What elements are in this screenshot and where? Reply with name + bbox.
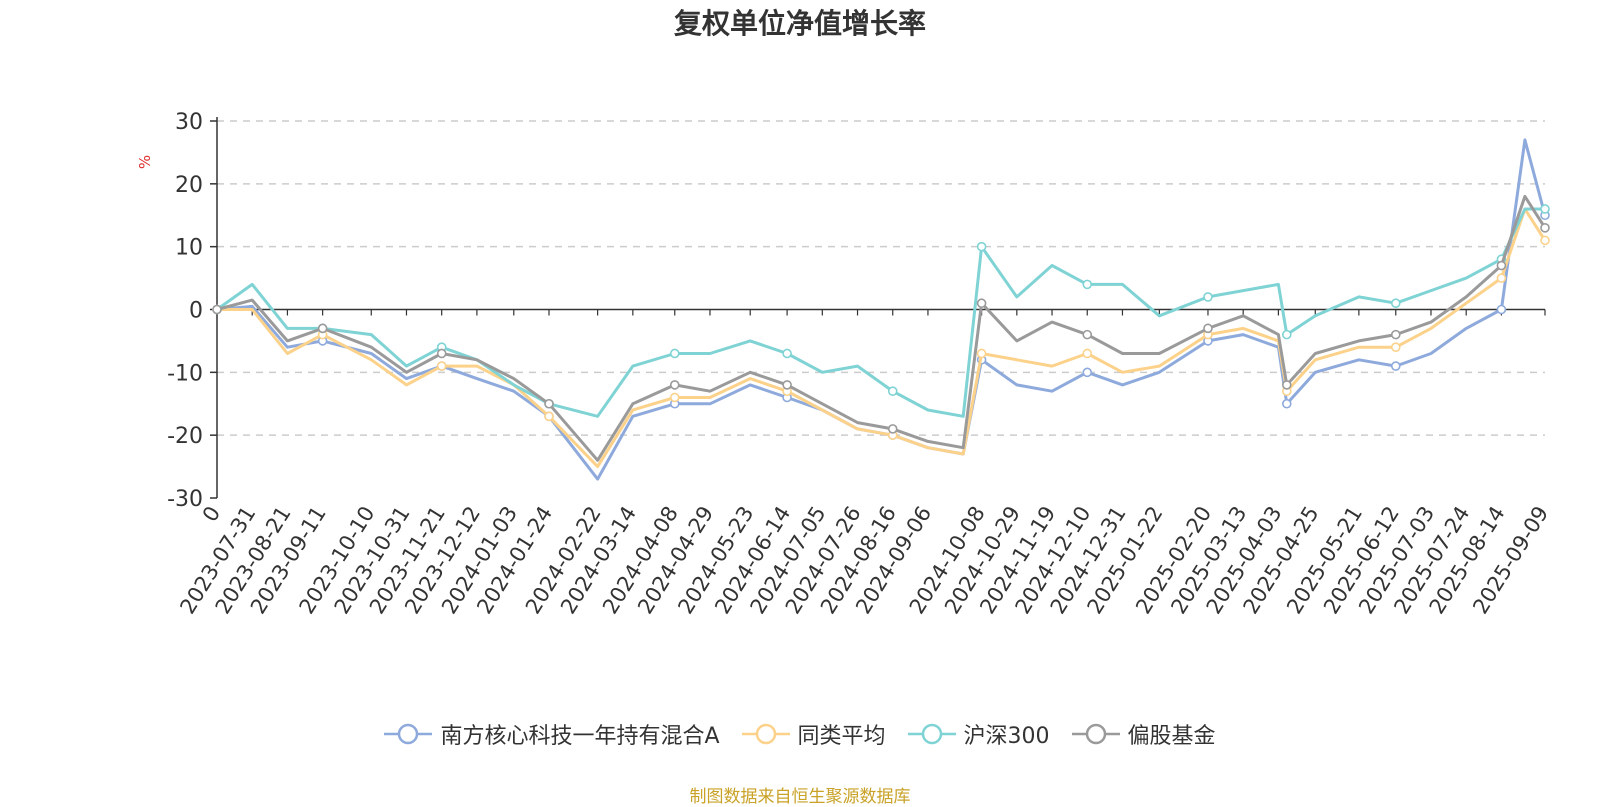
data-point	[782, 348, 792, 359]
legend-swatch-circle	[921, 723, 942, 745]
data-point	[1390, 361, 1401, 371]
series-line	[216, 194, 1547, 462]
legend-item[interactable]: 偏股基金	[1071, 718, 1216, 750]
legend-item[interactable]: 同类平均	[741, 718, 886, 750]
data-point	[1281, 380, 1292, 390]
data-point	[669, 392, 680, 403]
data-point	[887, 424, 898, 434]
legend-swatch-icon	[741, 723, 790, 745]
data-point	[1540, 204, 1550, 214]
y-tick-label: -30	[167, 487, 203, 512]
data-point	[1203, 292, 1213, 302]
legend-label: 同类平均	[797, 724, 886, 749]
y-axis-label: %	[136, 155, 154, 169]
y-tick-label: -20	[167, 424, 203, 449]
data-point	[1496, 260, 1507, 271]
series-line	[217, 207, 1547, 469]
data-point	[1390, 298, 1401, 309]
data-point	[669, 348, 680, 359]
legend-swatch-circle	[1085, 723, 1106, 745]
data-point	[1082, 367, 1093, 378]
data-point	[887, 386, 898, 396]
data-point	[1082, 329, 1093, 340]
data-point	[317, 323, 328, 334]
legend-item[interactable]: 沪深300	[907, 718, 1050, 750]
data-point	[544, 398, 554, 409]
legend: 南方核心科技一年持有混合A 同类平均 沪深300 偏股基金	[0, 718, 1600, 750]
data-point	[1281, 398, 1292, 409]
data-point	[1540, 235, 1550, 246]
legend-swatch-circle	[398, 723, 419, 745]
legend-swatch-circle	[755, 723, 776, 745]
legend-swatch-icon	[1071, 723, 1120, 745]
y-tick-label: -10	[167, 361, 203, 386]
data-point	[1390, 342, 1401, 353]
data-point	[1496, 273, 1507, 283]
data-point	[1082, 348, 1093, 359]
data-point	[1540, 223, 1550, 233]
legend-swatch-icon	[384, 723, 433, 745]
legend-swatch-icon	[907, 723, 956, 745]
data-point	[669, 380, 680, 390]
data-point	[436, 361, 447, 371]
data-point	[436, 348, 447, 359]
data-point	[212, 304, 222, 315]
series-line	[216, 207, 1545, 418]
data-point	[976, 348, 987, 359]
y-tick-label: 20	[175, 173, 203, 198]
data-point	[1281, 329, 1292, 340]
legend-label: 南方核心科技一年持有混合A	[440, 724, 720, 749]
data-point	[976, 298, 987, 309]
gridlines	[217, 120, 1545, 436]
data-source-note: 制图数据来自恒生聚源数据库	[689, 787, 911, 807]
chart-title: 复权单位净值增长率	[673, 7, 926, 40]
data-point	[782, 380, 792, 390]
series-lines	[212, 138, 1550, 481]
line-chart: 3020100-10-20-3002023-07-312023-08-21202…	[136, 110, 1553, 618]
data-point	[544, 411, 554, 422]
legend-label: 沪深300	[963, 724, 1050, 749]
data-point	[1082, 279, 1093, 290]
data-point	[976, 241, 987, 252]
x-tick-label: 0	[198, 502, 225, 526]
legend-item[interactable]: 南方核心科技一年持有混合A	[384, 718, 720, 750]
y-tick-label: 30	[175, 110, 203, 135]
data-point	[1496, 304, 1507, 315]
data-point	[1390, 329, 1401, 340]
legend-label: 偏股基金	[1127, 724, 1216, 749]
data-point	[1203, 323, 1213, 334]
y-tick-label: 0	[189, 299, 203, 324]
y-tick-label: 10	[175, 236, 203, 261]
